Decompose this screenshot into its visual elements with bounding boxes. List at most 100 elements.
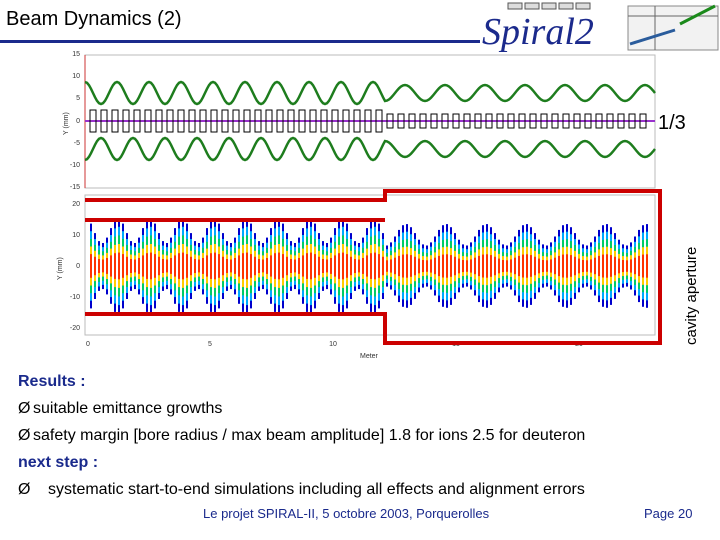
lattice-element: [265, 109, 273, 133]
beam-density-band: [210, 253, 212, 279]
beam-density-band: [134, 259, 136, 273]
beam-density-band: [98, 259, 100, 273]
beam-density-band: [494, 256, 496, 276]
lattice-element: [606, 113, 614, 129]
envelope-upper: [84, 80, 656, 106]
beam-density-band: [106, 258, 108, 274]
beam-density-band: [278, 252, 280, 280]
beam-density-band: [470, 259, 472, 273]
beam-density-band: [310, 252, 312, 280]
beam-density-band: [302, 255, 304, 277]
lattice-element: [419, 113, 427, 129]
lattice-elements: [89, 109, 647, 133]
beam-density-band: [558, 255, 560, 277]
beam-density-band: [394, 257, 396, 275]
lattice-element: [551, 113, 559, 129]
lattice-element: [188, 109, 196, 133]
top-ytick: 5: [76, 95, 80, 102]
beam-density-band: [262, 259, 264, 273]
lattice-element: [100, 109, 108, 133]
beam-density-band: [594, 257, 596, 275]
beam-density-band: [446, 254, 448, 278]
beam-density-band: [490, 255, 492, 277]
beam-density-band: [166, 259, 168, 273]
envelope-lower: [84, 136, 656, 162]
beam-density-band: [222, 256, 224, 276]
beam-density-band: [138, 258, 140, 274]
beam-density-band: [550, 259, 552, 273]
bottom-xtick: 0: [86, 341, 90, 348]
beam-density-band: [314, 254, 316, 278]
beam-density-band: [362, 258, 364, 274]
lattice-element: [452, 113, 460, 129]
lattice-element: [144, 109, 152, 133]
results-item-text: safety margin [bore radius / max beam am…: [33, 427, 586, 444]
lattice-element: [166, 109, 174, 133]
beam-density-band: [526, 254, 528, 278]
ratio-label: 1/3: [658, 112, 686, 134]
beam-density-band: [282, 254, 284, 278]
beam-density-band: [110, 255, 112, 277]
beam-density-band: [214, 252, 216, 280]
lattice-element: [298, 109, 306, 133]
beam-density-band: [402, 254, 404, 278]
beam-density-band: [230, 259, 232, 273]
beam-density-band: [634, 257, 636, 275]
beam-density-band: [322, 259, 324, 273]
beam-density-band: [334, 255, 336, 277]
lattice-element: [595, 113, 603, 129]
top-ytick: 15: [72, 51, 80, 58]
beam-density-band: [610, 255, 612, 277]
page-number: Page 20: [644, 506, 693, 521]
beam-density-band: [154, 254, 156, 278]
beam-density-band: [418, 258, 420, 274]
lattice-element: [529, 113, 537, 129]
beam-density-band: [606, 254, 608, 278]
lattice-element: [199, 109, 207, 133]
beam-density-band: [486, 254, 488, 278]
beam-density-band: [386, 260, 388, 272]
lattice-element: [463, 113, 471, 129]
beam-density-band: [318, 256, 320, 276]
beam-density-band: [578, 258, 580, 274]
lattice-element: [342, 109, 350, 133]
beam-density-band: [390, 259, 392, 273]
beam-density-band: [270, 255, 272, 277]
beam-density-band: [142, 255, 144, 277]
beam-density-band: [506, 260, 508, 272]
beam-density-band: [366, 255, 368, 277]
lattice-element: [639, 113, 647, 129]
beam-density-band: [454, 256, 456, 276]
lattice-element: [628, 113, 636, 129]
lattice-element: [441, 113, 449, 129]
beam-density-band: [254, 256, 256, 276]
cavity-aperture-outline: [85, 189, 662, 345]
beam-density-band: [174, 255, 176, 277]
beam-density-band: [434, 257, 436, 275]
slide-title: Beam Dynamics (2): [6, 8, 182, 30]
beam-density-band: [358, 259, 360, 273]
beam-density-band: [478, 255, 480, 277]
beam-density-band: [342, 252, 344, 280]
beam-density-band: [158, 256, 160, 276]
beam-density-band: [642, 254, 644, 278]
beam-density-band: [410, 255, 412, 277]
beam-density-band: [242, 253, 244, 279]
bottom-ytick: -10: [70, 294, 80, 301]
beam-density-band: [162, 259, 164, 273]
beam-density-band: [614, 256, 616, 276]
next-step-heading: next step :: [18, 454, 99, 471]
lattice-element: [562, 113, 570, 129]
beam-density-band: [146, 253, 148, 279]
beam-density-band: [422, 260, 424, 273]
lattice-element: [364, 109, 372, 133]
bottom-ylabel: Y (mm): [57, 257, 64, 280]
beam-density-band: [542, 260, 544, 273]
beam-density-band: [94, 256, 96, 276]
beam-density-band: [450, 255, 452, 277]
beam-density-band: [198, 259, 200, 273]
lattice-element: [507, 113, 515, 129]
beam-density-band: [354, 259, 356, 273]
